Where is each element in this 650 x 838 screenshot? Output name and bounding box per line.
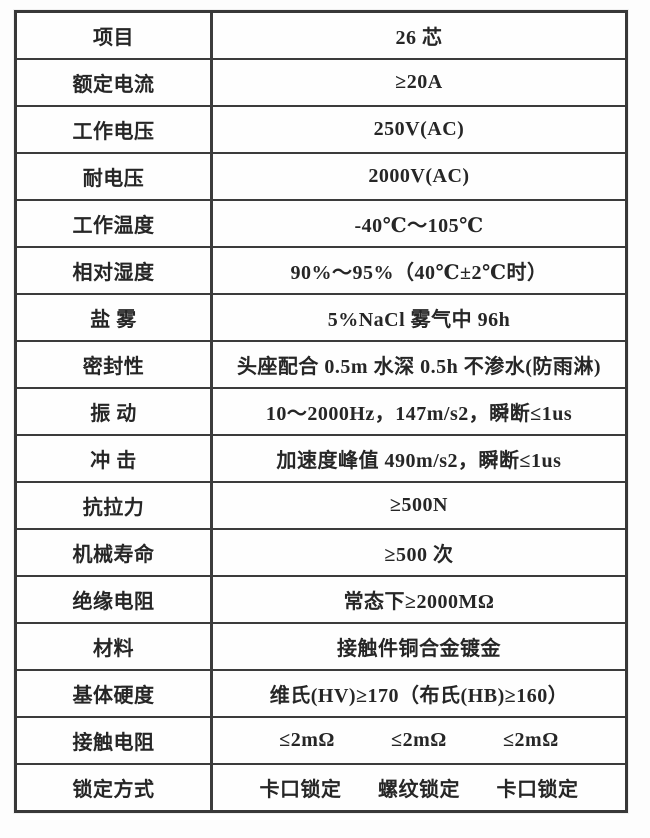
row-label: 接触电阻 [17,718,213,763]
row-value: ≤2mΩ [279,729,335,751]
table-header-row: 项目 26 芯 [17,13,625,60]
row-label: 盐 雾 [17,295,213,340]
row-value: ≤2mΩ [503,729,559,751]
row-label: 机械寿命 [17,530,213,575]
row-value: 加速度峰值 490m/s2，瞬断≤1us [276,450,562,472]
table-row-relative-humidity: 相对湿度 90%～95%（40℃±2℃时） [17,248,625,295]
header-label-item: 项目 [17,13,213,58]
row-label: 锁定方式 [17,765,213,810]
row-label: 基体硬度 [17,671,213,716]
row-value: 卡口锁定 [259,779,342,801]
table-row-insulation-resistance: 绝缘电阻 常态下≥2000MΩ [17,577,625,624]
row-value: ≥500 次 [384,544,454,566]
table-row-vibration: 振 动 10～2000Hz，147m/s2，瞬断≤1us [17,389,625,436]
table-row-material: 材料 接触件铜合金镀金 [17,624,625,671]
row-value: 头座配合 0.5m 水深 0.5h 不渗水(防雨淋) [236,356,602,378]
row-value: ≤2mΩ [391,729,447,751]
row-label: 额定电流 [17,60,213,105]
spec-table: 项目 26 芯 额定电流 ≥20A 工作电压 250V(AC) 耐电压 2000… [14,10,628,813]
table-row-locking-method: 锁定方式 卡口锁定 螺纹锁定 卡口锁定 [17,765,625,810]
row-label: 密封性 [17,342,213,387]
table-row-contact-resistance: 接触电阻 ≤2mΩ ≤2mΩ ≤2mΩ [17,718,625,765]
row-label: 工作温度 [17,201,213,246]
row-label: 耐电压 [17,154,213,199]
row-value: 螺纹锁定 [378,779,460,801]
row-value: ≥20A [395,71,443,93]
row-label: 工作电压 [17,107,213,152]
table-row-working-voltage: 工作电压 250V(AC) [17,107,625,154]
row-label: 相对湿度 [17,248,213,293]
table-row-working-temperature: 工作温度 -40℃～105℃ [17,201,625,248]
table-row-sealing: 密封性 头座配合 0.5m 水深 0.5h 不渗水(防雨淋) [17,342,625,389]
table-row-tensile-strength: 抗拉力 ≥500N [17,483,625,530]
row-label: 冲 击 [17,436,213,481]
row-label: 振 动 [17,389,213,434]
row-label: 材料 [17,624,213,669]
table-row-rated-current: 额定电流 ≥20A [17,60,625,107]
table-row-mechanical-life: 机械寿命 ≥500 次 [17,530,625,577]
header-value-26-core: 26 芯 [395,27,443,49]
row-value: 250V(AC) [373,118,465,140]
row-value: ≥500N [390,494,448,516]
row-value: 2000V(AC) [368,165,470,187]
row-value: 90%～95%（40℃±2℃时） [290,262,548,284]
row-value-group: 卡口锁定 螺纹锁定 卡口锁定 [213,765,625,810]
row-value: -40℃～105℃ [354,215,484,237]
row-label: 抗拉力 [17,483,213,528]
row-value: 5%NaCl 雾气中 96h [327,309,511,331]
table-row-base-hardness: 基体硬度 维氏(HV)≥170（布氏(HB)≥160） [17,671,625,718]
row-value: 卡口锁定 [496,779,579,801]
row-value: 维氏(HV)≥170（布氏(HB)≥160） [269,685,569,707]
table-row-withstand-voltage: 耐电压 2000V(AC) [17,154,625,201]
table-row-salt-spray: 盐 雾 5%NaCl 雾气中 96h [17,295,625,342]
row-value: 常态下≥2000MΩ [343,591,495,613]
row-label: 绝缘电阻 [17,577,213,622]
row-value: 接触件铜合金镀金 [337,638,501,660]
row-value: 10～2000Hz，147m/s2，瞬断≤1us [265,403,573,425]
row-value-group: ≤2mΩ ≤2mΩ ≤2mΩ [213,718,625,763]
table-row-shock: 冲 击 加速度峰值 490m/s2，瞬断≤1us [17,436,625,483]
